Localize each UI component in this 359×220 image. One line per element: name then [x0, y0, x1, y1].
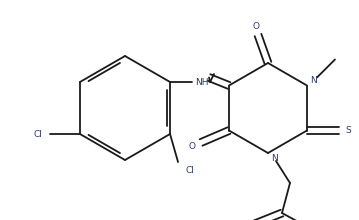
Text: N: N [272, 154, 278, 163]
Text: Cl: Cl [186, 165, 195, 174]
Text: Cl: Cl [33, 130, 42, 139]
Text: S: S [345, 126, 351, 135]
Text: N: N [311, 76, 317, 85]
Text: O: O [252, 22, 260, 31]
Text: O: O [188, 142, 196, 151]
Text: NH: NH [195, 77, 209, 86]
